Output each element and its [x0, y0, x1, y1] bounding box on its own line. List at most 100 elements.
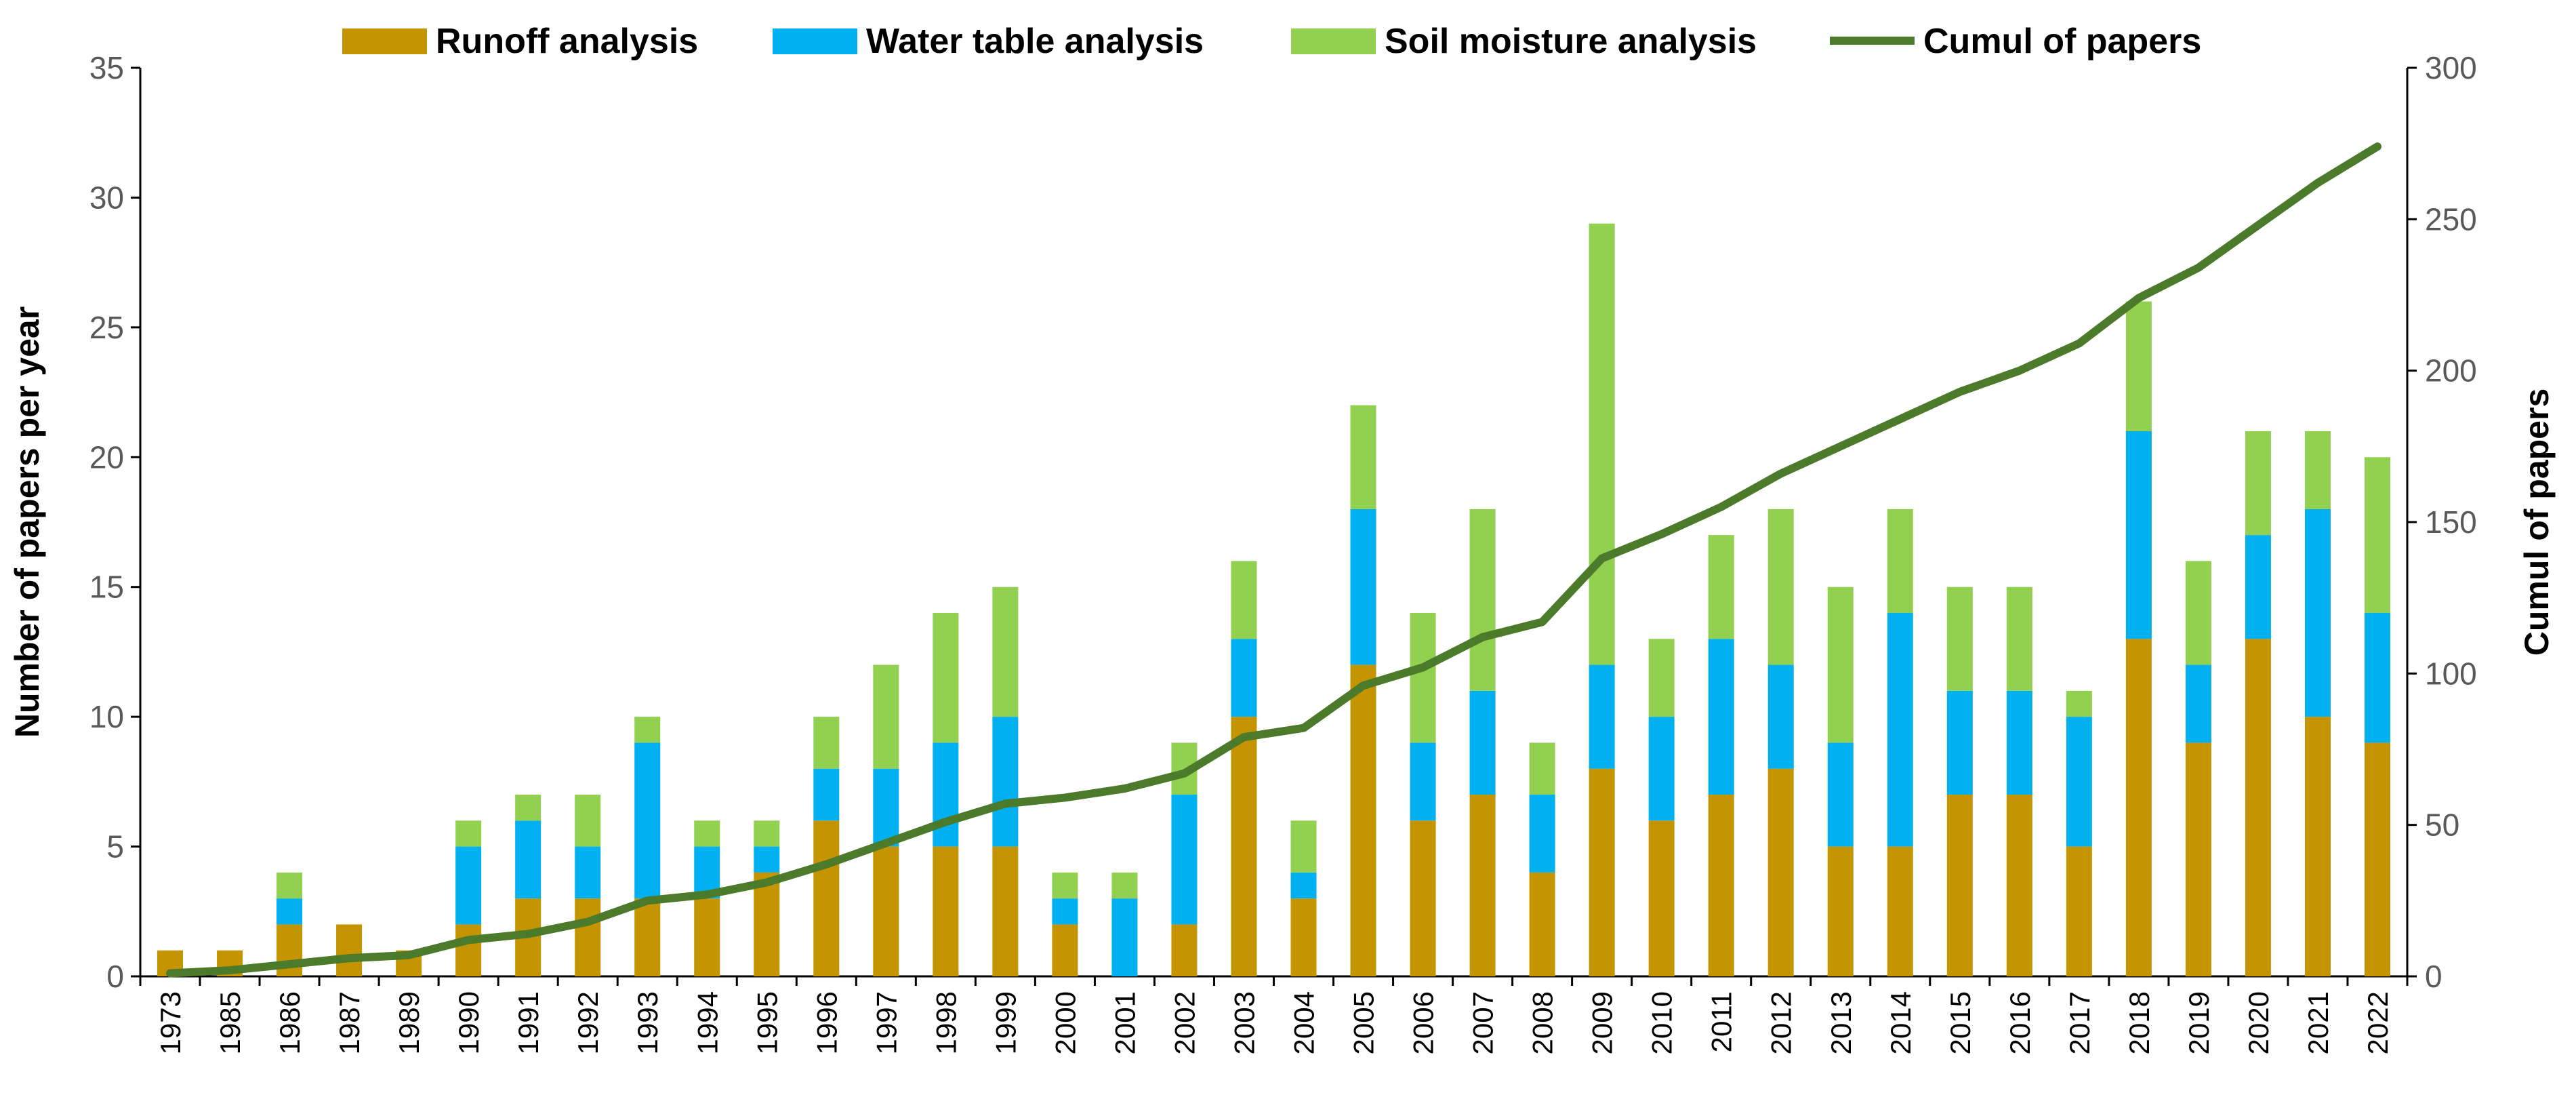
bar-water-table-analysis-1991 — [515, 820, 541, 899]
bar-soil-moisture-analysis-1991 — [515, 795, 541, 821]
bar-soil-moisture-analysis-1993 — [634, 717, 661, 743]
x-tick-label: 2013 — [1825, 991, 1857, 1054]
bar-runoff-analysis-2017 — [2066, 846, 2092, 976]
bar-runoff-analysis-1990 — [455, 924, 482, 976]
bar-runoff-analysis-2020 — [2245, 639, 2271, 976]
x-tick-label: 1990 — [453, 991, 485, 1054]
legend-swatch-soil-moisture-analysis — [1291, 28, 1376, 54]
x-tick-label: 1999 — [989, 991, 1021, 1054]
bar-soil-moisture-analysis-1997 — [873, 664, 899, 769]
bar-water-table-analysis-2007 — [1469, 690, 1496, 795]
bar-water-table-analysis-2009 — [1589, 664, 1615, 769]
bar-soil-moisture-analysis-1995 — [754, 820, 780, 847]
bar-soil-moisture-analysis-2015 — [1946, 586, 1973, 691]
y-tick-label: 35 — [89, 50, 124, 85]
x-tick-label: 2012 — [1765, 991, 1797, 1054]
bar-runoff-analysis-1987 — [336, 924, 363, 976]
bar-soil-moisture-analysis-1990 — [455, 820, 482, 847]
bar-water-table-analysis-1995 — [754, 846, 780, 873]
bar-water-table-analysis-2021 — [2304, 509, 2331, 717]
x-tick-label: 2018 — [2123, 991, 2155, 1054]
x-tick-label: 2019 — [2183, 991, 2215, 1054]
bar-soil-moisture-analysis-2006 — [1410, 613, 1436, 743]
axes: 0 5 10 15 20 25 30 35 0 50 100 150 200 250 300 1973 1985… — [89, 50, 2477, 1054]
bar-water-table-analysis-2005 — [1350, 509, 1376, 665]
bar-soil-moisture-analysis-2007 — [1469, 509, 1496, 691]
bar-soil-moisture-analysis-2021 — [2304, 431, 2331, 509]
x-tick-label: 2009 — [1587, 991, 1618, 1054]
x-tick-label: 1973 — [155, 991, 186, 1054]
bar-water-table-analysis-2006 — [1410, 742, 1436, 821]
bar-water-table-analysis-1996 — [813, 768, 840, 821]
legend-swatch-runoff-analysis — [342, 28, 427, 54]
bar-soil-moisture-analysis-1996 — [813, 717, 840, 769]
y2-tick-label: 300 — [2425, 50, 2477, 85]
bar-soil-moisture-analysis-2012 — [1767, 509, 1794, 665]
bar-soil-moisture-analysis-2008 — [1529, 742, 1555, 795]
bar-soil-moisture-analysis-2020 — [2245, 431, 2271, 536]
bar-water-table-analysis-2020 — [2245, 535, 2271, 639]
y2-tick-label: 200 — [2425, 353, 2477, 389]
x-tick-label: 1989 — [393, 991, 425, 1054]
x-tick-label: 1995 — [751, 991, 783, 1054]
bar-runoff-analysis-1996 — [813, 820, 840, 976]
bar-water-table-analysis-2002 — [1171, 795, 1198, 925]
y2-tick-label: 250 — [2425, 201, 2477, 237]
x-tick-label: 2004 — [1288, 991, 1320, 1054]
bar-runoff-analysis-1994 — [694, 898, 720, 976]
bar-soil-moisture-analysis-2001 — [1111, 872, 1138, 899]
y2-tick-label: 50 — [2425, 808, 2459, 843]
bar-runoff-analysis-2019 — [2185, 742, 2211, 976]
bar-runoff-analysis-2006 — [1410, 820, 1436, 976]
y-tick-label: 30 — [89, 180, 124, 215]
y-tick-label: 20 — [89, 439, 124, 475]
bar-soil-moisture-analysis-2019 — [2185, 561, 2211, 665]
bar-runoff-analysis-2015 — [1946, 795, 1973, 976]
bar-soil-moisture-analysis-2017 — [2066, 690, 2092, 717]
y-tick-label: 15 — [89, 570, 124, 605]
bar-runoff-analysis-2005 — [1350, 664, 1376, 976]
bar-runoff-analysis-2011 — [1708, 795, 1734, 976]
bar-soil-moisture-analysis-1998 — [933, 613, 959, 743]
x-tick-label: 1996 — [811, 991, 842, 1054]
bar-runoff-analysis-2004 — [1290, 898, 1317, 976]
x-tick-label: 2001 — [1109, 991, 1141, 1054]
legend-label-soil-moisture-analysis: Soil moisture analysis — [1385, 22, 1757, 61]
y-axis-title: Number of papers per year — [8, 306, 46, 738]
bar-water-table-analysis-2017 — [2066, 717, 2092, 847]
bar-water-table-analysis-2003 — [1231, 639, 1257, 717]
bar-water-table-analysis-2018 — [2125, 431, 2152, 639]
bar-soil-moisture-analysis-1999 — [992, 586, 1019, 717]
x-tick-label: 2011 — [1706, 991, 1738, 1052]
bar-water-table-analysis-2000 — [1052, 898, 1078, 925]
bar-soil-moisture-analysis-2016 — [2006, 586, 2032, 691]
y-tick-label: 0 — [106, 959, 124, 994]
bar-water-table-analysis-2019 — [2185, 664, 2211, 743]
bar-runoff-analysis-2012 — [1767, 768, 1794, 976]
x-tick-label: 2015 — [1944, 991, 1976, 1054]
bar-soil-moisture-analysis-2010 — [1648, 639, 1675, 717]
bar-water-table-analysis-2015 — [1946, 690, 1973, 795]
axis-labels: Number of papers per year Cumul of papers — [8, 306, 2556, 738]
legend-label-water-table-analysis: Water table analysis — [866, 22, 1204, 61]
bar-water-table-analysis-2011 — [1708, 639, 1734, 795]
bar-water-table-analysis-2014 — [1887, 613, 1913, 847]
bar-soil-moisture-analysis-2018 — [2125, 301, 2152, 431]
x-tick-label: 2014 — [1885, 991, 1917, 1054]
bar-soil-moisture-analysis-2003 — [1231, 561, 1257, 639]
bar-runoff-analysis-2010 — [1648, 820, 1675, 976]
bar-runoff-analysis-1993 — [634, 898, 661, 976]
x-tick-label: 1991 — [512, 991, 544, 1054]
x-tick-label: 2000 — [1049, 991, 1081, 1054]
bar-soil-moisture-analysis-2009 — [1589, 223, 1615, 665]
bar-water-table-analysis-1999 — [992, 717, 1019, 847]
bar-water-table-analysis-1986 — [277, 898, 303, 925]
bar-water-table-analysis-1992 — [575, 846, 601, 899]
bar-water-table-analysis-2016 — [2006, 690, 2032, 795]
x-tick-label: 1986 — [274, 991, 306, 1054]
bar-water-table-analysis-1993 — [634, 742, 661, 899]
bar-runoff-analysis-2008 — [1529, 872, 1555, 976]
y2-axis-title: Cumul of papers — [2518, 389, 2556, 656]
bar-runoff-analysis-2022 — [2364, 742, 2390, 976]
y2-tick-label: 150 — [2425, 504, 2477, 540]
